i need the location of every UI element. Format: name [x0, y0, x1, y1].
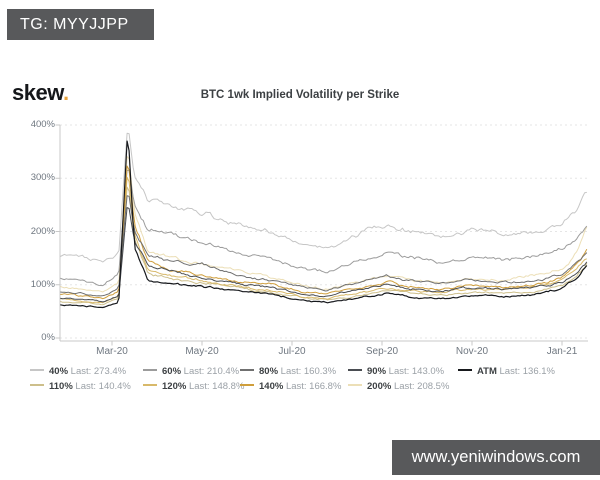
legend-series-label: 60%	[162, 366, 182, 377]
legend-dash-icon	[30, 384, 44, 386]
legend-item-140%[interactable]: 140% Last: 166.8%	[240, 381, 348, 392]
legend-series-label: 110%	[49, 381, 73, 392]
series-line-60%	[60, 169, 588, 287]
legend-last-value: Last: 160.3%	[278, 366, 337, 377]
legend-series-label: 140%	[259, 381, 284, 392]
x-axis-label: Jul-20	[278, 346, 306, 357]
series-line-80%	[60, 195, 588, 297]
legend-item-120%[interactable]: 120% Last: 148.8%	[143, 381, 244, 392]
x-axis-label: May-20	[185, 346, 219, 357]
legend-item-110%[interactable]: 110% Last: 140.4%	[30, 381, 143, 392]
y-axis-label: 200%	[30, 225, 55, 237]
legend-series-label: 80%	[259, 366, 279, 377]
legend-last-value: Last: 210.4%	[181, 366, 240, 377]
y-axis-label: 0%	[41, 332, 55, 343]
series-line-ATM	[60, 140, 588, 309]
legend-last-value: Last: 273.4%	[68, 366, 127, 377]
legend-item-60%[interactable]: 60% Last: 210.4%	[143, 366, 240, 377]
x-axis-label: Sep-20	[365, 346, 399, 357]
legend-dash-icon	[348, 384, 362, 386]
tg-badge-text: TG: MYYJJPP	[20, 15, 129, 33]
legend-dash-icon	[348, 369, 362, 371]
legend-last-value: Last: 166.8%	[283, 381, 342, 392]
legend-last-value: Last: 208.5%	[391, 381, 450, 392]
legend-item-200%[interactable]: 200% Last: 208.5%	[348, 381, 458, 392]
legend-series-label: 120%	[162, 381, 187, 392]
legend-series-label: ATM	[477, 366, 497, 377]
series-line-90%	[60, 207, 588, 303]
legend-last-value: Last: 136.1%	[496, 366, 555, 377]
legend-dash-icon	[240, 384, 254, 386]
series-line-140%	[60, 165, 588, 300]
watermark-badge: www.yeniwindows.com	[392, 440, 600, 475]
legend-last-value: Last: 143.0%	[386, 366, 445, 377]
x-axis-label: Jan-21	[546, 346, 578, 357]
legend-item-40%[interactable]: 40% Last: 273.4%	[30, 366, 143, 377]
chart-title: BTC 1wk Implied Volatility per Strike	[200, 89, 400, 101]
legend-dash-icon	[458, 369, 472, 371]
legend-dash-icon	[240, 369, 254, 371]
series-line-40%	[60, 132, 587, 263]
skew-logo: skew.	[12, 80, 69, 106]
watermark-text: www.yeniwindows.com	[411, 448, 581, 466]
legend-item-80%[interactable]: 80% Last: 160.3%	[240, 366, 348, 377]
x-axis-label: Mar-20	[96, 346, 128, 357]
legend-last-value: Last: 140.4%	[72, 381, 131, 392]
legend-item-ATM[interactable]: ATM Last: 136.1%	[458, 366, 592, 377]
chart-legend: 40% Last: 273.4% 60% Last: 210.4% 80% Last…	[30, 366, 592, 392]
legend-dash-icon	[143, 384, 157, 386]
y-axis-label: 100%	[30, 278, 55, 290]
series-line-120%	[60, 176, 587, 304]
legend-series-label: 200%	[367, 381, 392, 392]
skew-logo-text: skew	[12, 80, 64, 105]
y-axis-label: 400%	[30, 119, 55, 130]
legend-series-label: 40%	[49, 366, 69, 377]
y-axis-label: 300%	[30, 172, 55, 184]
legend-dash-icon	[30, 369, 44, 371]
legend-last-value: Last: 148.8%	[186, 381, 245, 392]
legend-series-label: 90%	[367, 366, 387, 377]
legend-dash-icon	[143, 369, 157, 371]
tg-badge: TG: MYYJJPP	[7, 9, 154, 40]
skew-logo-dot: .	[63, 80, 69, 105]
x-axis-label: Nov-20	[455, 346, 489, 357]
legend-item-90%[interactable]: 90% Last: 143.0%	[348, 366, 458, 377]
